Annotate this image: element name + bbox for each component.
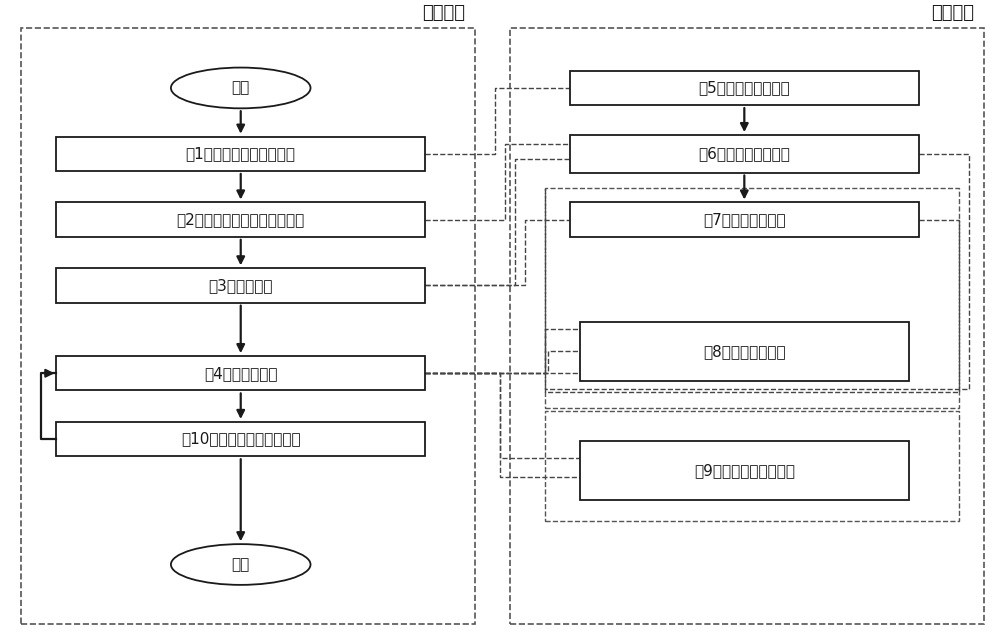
FancyBboxPatch shape: [56, 422, 425, 456]
Text: 实验操作: 实验操作: [422, 4, 465, 22]
Text: （7）选定基本模型: （7）选定基本模型: [703, 212, 786, 227]
Text: （10）更换变电流操作条件: （10）更换变电流操作条件: [181, 431, 301, 447]
Ellipse shape: [171, 68, 311, 108]
FancyBboxPatch shape: [570, 71, 919, 105]
FancyBboxPatch shape: [570, 135, 919, 173]
Text: （3）恒流操作: （3）恒流操作: [208, 278, 273, 293]
Text: （5）电流数据预处理: （5）电流数据预处理: [698, 80, 790, 96]
Text: （9）开路电压参数辨识: （9）开路电压参数辨识: [694, 463, 795, 478]
Text: 数据处理: 数据处理: [931, 4, 974, 22]
Text: （1）多次标准充放电循环: （1）多次标准充放电循环: [186, 146, 296, 161]
FancyBboxPatch shape: [56, 202, 425, 237]
FancyBboxPatch shape: [580, 441, 909, 500]
FancyBboxPatch shape: [580, 322, 909, 381]
Text: （6）电压数据预处理: （6）电压数据预处理: [698, 146, 790, 161]
Text: 结束: 结束: [232, 557, 250, 572]
FancyBboxPatch shape: [56, 356, 425, 390]
FancyBboxPatch shape: [570, 202, 919, 237]
Text: （8）阻容参数辨识: （8）阻容参数辨识: [703, 344, 786, 359]
FancyBboxPatch shape: [56, 268, 425, 302]
FancyBboxPatch shape: [56, 137, 425, 171]
Ellipse shape: [171, 544, 311, 585]
Text: （4）变电流操作: （4）变电流操作: [204, 366, 277, 381]
Text: （2）获取工作电流与截止电压: （2）获取工作电流与截止电压: [177, 212, 305, 227]
Text: 开始: 开始: [232, 80, 250, 96]
